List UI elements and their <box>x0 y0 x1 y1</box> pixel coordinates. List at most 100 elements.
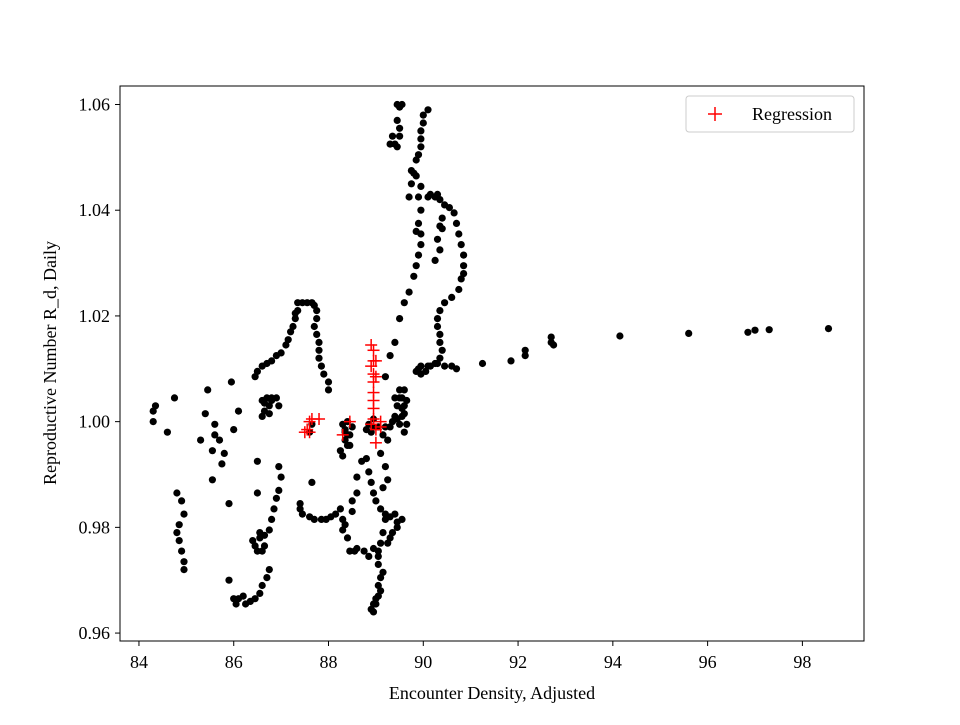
scatter-point <box>260 531 269 539</box>
scatter-point <box>211 420 219 428</box>
regression-point <box>369 436 382 449</box>
scatter-point <box>452 219 461 227</box>
y-tick-label: 0.98 <box>79 517 111 537</box>
scatter-point <box>253 457 261 465</box>
scatter-point <box>220 449 228 457</box>
scatter-point <box>225 500 233 508</box>
scatter-point <box>258 581 266 590</box>
scatter-point <box>315 338 323 346</box>
regression-point <box>374 415 387 428</box>
scatter-point <box>751 326 759 334</box>
scatter-point <box>313 315 321 323</box>
scatter-point <box>433 235 442 243</box>
scatter-point <box>308 478 316 486</box>
scatter-point <box>450 209 458 217</box>
scatter-point <box>436 338 444 346</box>
plot-frame <box>119 85 865 642</box>
scatter-point <box>310 515 318 524</box>
scatter-point <box>265 410 273 418</box>
scatter-point <box>277 349 285 357</box>
scatter-point <box>227 378 235 386</box>
scatter-point <box>521 346 529 354</box>
scatter-point <box>417 143 425 151</box>
scatter-point <box>384 436 392 444</box>
scatter-point <box>417 241 425 249</box>
scatter-point <box>414 219 423 227</box>
scatter-point <box>396 386 404 394</box>
regression-point <box>343 415 356 428</box>
scatter-point <box>374 581 382 590</box>
scatter-point <box>180 566 188 574</box>
scatter-point <box>374 552 382 561</box>
scatter-point <box>381 463 389 471</box>
scatter-point <box>317 362 325 370</box>
scatter-point <box>547 333 555 341</box>
scatter-point <box>393 523 401 532</box>
legend-regression-label: Regression <box>752 104 832 124</box>
scatter-point <box>407 180 415 188</box>
scatter-point <box>436 196 444 204</box>
regression-point <box>367 402 380 415</box>
scatter-point <box>353 489 361 497</box>
scatter-point <box>268 515 276 524</box>
scatter-point <box>367 428 375 436</box>
scatter-point <box>215 436 224 444</box>
scatter-point <box>313 330 321 338</box>
scatter-point <box>253 489 261 497</box>
regression-point <box>367 413 380 425</box>
scatter-point <box>197 436 205 444</box>
scatter-point <box>547 338 555 346</box>
scatter-point <box>208 447 216 455</box>
scatter-point <box>365 552 373 561</box>
scatter-point <box>298 510 306 518</box>
scatter-point <box>310 322 318 331</box>
scatter-point <box>225 576 233 584</box>
scatter-point <box>234 407 243 415</box>
scatter-point <box>149 418 157 426</box>
regression-point <box>367 344 380 357</box>
scatter-point <box>412 227 420 235</box>
scatter-point <box>396 420 404 428</box>
scatter-point <box>407 167 415 175</box>
scatter-point <box>396 124 404 132</box>
scatter-point <box>336 505 344 513</box>
regression-point <box>369 370 382 383</box>
scatter-point <box>460 251 468 259</box>
scatter-point <box>393 116 401 124</box>
scatter-point <box>332 510 340 518</box>
scatter-point <box>744 328 752 336</box>
scatter-point <box>452 365 461 373</box>
scatter-point <box>386 352 394 360</box>
scatter-point <box>403 420 411 428</box>
data-marks <box>149 100 833 616</box>
scatter-point <box>765 326 773 334</box>
x-tick-label: 96 <box>699 652 717 672</box>
scatter-point <box>173 529 181 537</box>
scatter-point <box>379 529 387 537</box>
scatter-point <box>433 322 442 331</box>
scatter-point <box>173 489 181 497</box>
scatter-point <box>433 315 442 323</box>
scatter-point <box>441 362 449 370</box>
scatter-point <box>455 230 463 238</box>
scatter-point <box>289 322 297 331</box>
scatter-point <box>405 193 413 201</box>
scatter-point <box>424 106 432 114</box>
scatter-point <box>258 412 266 420</box>
x-axis-label: Encounter Density, Adjusted <box>389 683 595 703</box>
scatter-point <box>178 547 186 555</box>
scatter-point <box>457 241 465 249</box>
scatter-point <box>400 428 408 436</box>
scatter-point <box>478 359 487 368</box>
y-tick-label: 1.00 <box>79 412 111 432</box>
scatter-point <box>251 595 259 603</box>
scatter-point <box>422 367 430 375</box>
scatter-point <box>369 489 378 497</box>
scatter-point <box>360 547 368 555</box>
scatter-point <box>348 497 356 505</box>
scatter-point <box>426 362 434 370</box>
x-tick-label: 94 <box>604 652 622 672</box>
scatter-point <box>398 100 406 109</box>
x-tick-label: 90 <box>414 652 432 672</box>
